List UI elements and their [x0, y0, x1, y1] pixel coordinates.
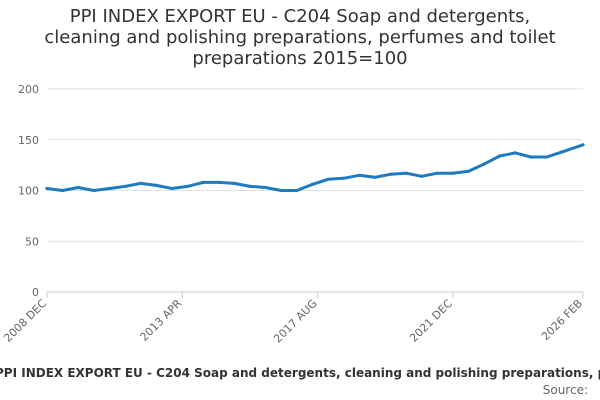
data-point-2016-dec[interactable] [295, 188, 299, 193]
data-point-2012-dec[interactable] [170, 186, 174, 191]
data-point-2011-jun[interactable] [123, 184, 127, 188]
data-point-2016-jun[interactable] [279, 188, 283, 193]
x-tick-label-4: 2026 FEB [539, 297, 585, 343]
data-point-2021-dec[interactable] [451, 171, 455, 175]
x-tick-label-1: 2013 APR [138, 297, 185, 344]
legend-series-label[interactable]: PPI INDEX EXPORT EU - C204 Soap and dete… [0, 366, 600, 380]
y-tick-label-200: 200 [18, 83, 39, 96]
data-point-2021-jun[interactable] [435, 171, 439, 175]
data-point-2009-jun[interactable] [61, 188, 65, 193]
data-point-2009-dec[interactable] [76, 185, 80, 190]
data-point-2018-jun[interactable] [342, 176, 346, 180]
data-point-2023-jun[interactable] [498, 154, 502, 158]
data-point-2026-feb[interactable] [581, 143, 585, 147]
data-point-2022-jun[interactable] [466, 169, 471, 173]
data-point-2010-jun[interactable] [92, 188, 96, 193]
data-point-2011-dec[interactable] [139, 181, 143, 185]
y-tick-label-0: 0 [32, 286, 39, 299]
data-point-2015-dec[interactable] [264, 185, 268, 190]
data-point-2017-dec[interactable] [326, 177, 330, 181]
data-point-2020-jun[interactable] [404, 171, 408, 175]
data-point-2010-dec[interactable] [107, 186, 111, 191]
y-tick-label-150: 150 [18, 134, 39, 147]
data-point-2015-jun[interactable] [248, 184, 252, 188]
gridlines [47, 88, 583, 242]
data-point-2019-jun[interactable] [373, 175, 377, 179]
legend[interactable]: PPI INDEX EXPORT EU - C204 Soap and dete… [0, 366, 600, 382]
data-point-2018-dec[interactable] [357, 173, 361, 177]
data-point-2017-jun[interactable] [310, 182, 314, 186]
data-point-2012-jun[interactable] [154, 183, 158, 187]
x-tick-label-0: 2008 DEC [1, 297, 49, 345]
source-credit[interactable]: Source: [542, 383, 588, 397]
data-point-2013-dec[interactable] [201, 180, 205, 184]
series-line-0[interactable] [45, 143, 585, 192]
chart-title: PPI INDEX EXPORT EU - C204 Soap and dete… [44, 6, 556, 69]
data-point-2024-dec[interactable] [545, 155, 549, 159]
data-point-2023-dec[interactable] [513, 151, 517, 155]
data-point-2024-jun[interactable] [529, 155, 533, 159]
y-tick-label-100: 100 [18, 185, 39, 198]
tick-labels: 0 50 100 150 200 2008 DEC 2013 APR 2017 AUG 2021… [1, 83, 585, 345]
data-point-2013-jun[interactable] [185, 184, 190, 188]
x-tick-label-2: 2017 AUG [271, 297, 320, 346]
data-point-2019-dec[interactable] [388, 172, 393, 176]
data-point-2022-dec[interactable] [482, 162, 486, 166]
data-point-2008-dec[interactable] [45, 186, 49, 191]
axes [46, 291, 584, 298]
x-tick-label-3: 2021 DEC [407, 297, 455, 345]
data-point-2020-dec[interactable] [420, 174, 424, 178]
y-tick-label-50: 50 [25, 235, 39, 248]
data-point-2025-jun[interactable] [560, 150, 564, 154]
data-point-2014-jun[interactable] [217, 180, 221, 184]
series-layer [45, 143, 585, 193]
data-point-2014-dec[interactable] [232, 181, 236, 185]
